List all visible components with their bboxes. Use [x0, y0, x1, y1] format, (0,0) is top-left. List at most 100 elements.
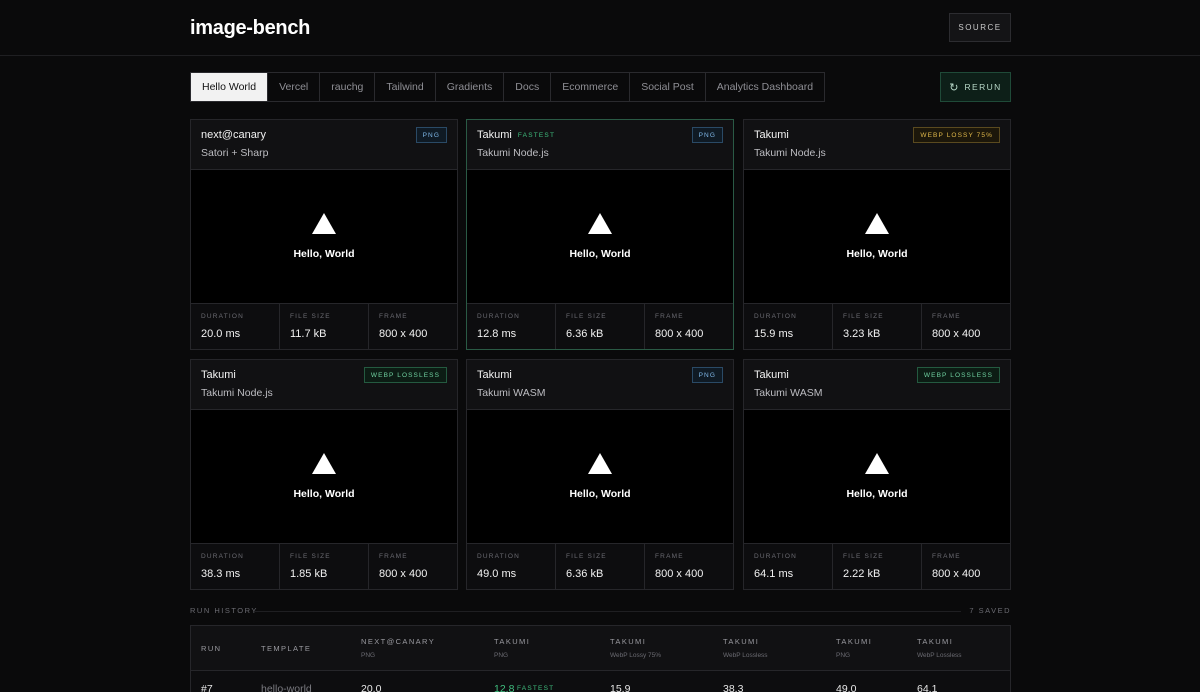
card-title: Takumi: [477, 129, 512, 141]
fastest-tag: FASTEST: [517, 131, 556, 139]
fastest-tag: FASTEST: [517, 685, 555, 692]
image-preview: Hello, World: [744, 170, 1010, 304]
card-title: Takumi: [754, 129, 789, 141]
header-template: TEMPLATE: [261, 644, 312, 653]
card-stats: DURATION 15.9 ms FILE SIZE 3.23 kB FRAME 80…: [744, 304, 1010, 349]
duration-label: DURATION: [477, 313, 521, 320]
duration-value: 20.0 ms: [201, 328, 241, 340]
run-value: 49.0: [836, 683, 857, 692]
card-header: Takumi Takumi WASM WEBP LOSSLESS: [744, 360, 1010, 410]
file-size-value: 3.23 kB: [843, 328, 881, 340]
tab-vercel[interactable]: Vercel: [268, 73, 321, 101]
image-preview: Hello, World: [467, 410, 733, 544]
file-size-label: FILE SIZE: [843, 313, 884, 320]
rerun-button[interactable]: ↻ RERUN: [940, 72, 1011, 102]
card-title: Takumi: [754, 369, 789, 381]
preview-text: Hello, World: [569, 488, 631, 500]
header-col-name: NEXT@CANARY: [361, 637, 436, 646]
result-card: Takumi Takumi WASM PNG Hello, World DURA…: [466, 359, 734, 590]
duration-label: DURATION: [201, 313, 245, 320]
table-header-row: RUN TEMPLATE NEXT@CANARY PNG TAKUMI PNG …: [191, 626, 1010, 671]
preview-text: Hello, World: [293, 488, 355, 500]
card-stats: DURATION 64.1 ms FILE SIZE 2.22 kB FRAME 80…: [744, 544, 1010, 589]
duration-label: DURATION: [201, 553, 245, 560]
result-card: Takumi Takumi Node.js WEBP LOSSY 75% Hel…: [743, 119, 1011, 350]
header-col-name: TAKUMI: [610, 637, 647, 646]
card-subtitle: Takumi Node.js: [477, 147, 549, 159]
format-badge: PNG: [691, 367, 723, 383]
result-card: Takumi Takumi WASM WEBP LOSSLESS Hello, …: [743, 359, 1011, 590]
result-card: Takumi Takumi Node.js WEBP LOSSLESS Hell…: [190, 359, 458, 590]
tab-tailwind[interactable]: Tailwind: [375, 73, 436, 101]
file-size-value: 6.36 kB: [566, 568, 604, 580]
run-value: 20.0: [361, 683, 382, 692]
triangle-logo-icon: [865, 213, 889, 234]
file-size-value: 6.36 kB: [566, 328, 604, 340]
triangle-logo-icon: [865, 453, 889, 474]
tab-docs[interactable]: Docs: [504, 73, 552, 101]
result-card-fastest: Takumi FASTEST Takumi Node.js PNG Hello, …: [466, 119, 734, 350]
header-col-sub: PNG: [836, 652, 851, 659]
triangle-logo-icon: [312, 453, 336, 474]
duration-value: 49.0 ms: [477, 568, 517, 580]
tab-analytics-dashboard[interactable]: Analytics Dashboard: [705, 73, 825, 101]
card-stats: DURATION 20.0 ms FILE SIZE 11.7 kB FRAME 80…: [191, 304, 457, 349]
card-header: Takumi Takumi Node.js WEBP LOSSY 75%: [744, 120, 1010, 170]
card-title: next@canary: [201, 129, 266, 141]
file-size-label: FILE SIZE: [566, 553, 607, 560]
brand-title: image-bench: [190, 17, 311, 39]
frame-value: 800 x 400: [379, 568, 428, 580]
image-preview: Hello, World: [744, 410, 1010, 544]
frame-label: FRAME: [932, 313, 961, 320]
tab-rauchg[interactable]: rauchg: [320, 73, 376, 101]
frame-label: FRAME: [379, 313, 408, 320]
duration-label: DURATION: [477, 553, 521, 560]
header-col-sub: WebP Lossless: [723, 652, 768, 659]
header-col-name: TAKUMI: [917, 637, 954, 646]
card-stats: DURATION 12.8 ms FILE SIZE 6.36 kB FRAME 80…: [467, 304, 733, 349]
header-col-sub: PNG: [494, 652, 509, 659]
format-badge: WEBP LOSSY 75%: [913, 127, 1000, 143]
run-history-title: RUN HISTORY: [190, 606, 258, 615]
run-value-fastest: 12.8: [494, 683, 515, 692]
duration-value: 15.9 ms: [754, 328, 794, 340]
card-stats: DURATION 38.3 ms FILE SIZE 1.85 kB FRAME 80…: [191, 544, 457, 589]
frame-label: FRAME: [655, 553, 684, 560]
file-size-label: FILE SIZE: [290, 553, 331, 560]
triangle-logo-icon: [588, 213, 612, 234]
card-subtitle: Satori + Sharp: [201, 147, 269, 159]
run-value: 64.1: [917, 683, 938, 692]
preview-text: Hello, World: [569, 248, 631, 260]
card-subtitle: Takumi Node.js: [201, 387, 273, 399]
file-size-value: 2.22 kB: [843, 568, 881, 580]
tab-hello-world[interactable]: Hello World: [191, 73, 269, 101]
file-size-label: FILE SIZE: [566, 313, 607, 320]
header-col-name: TAKUMI: [494, 637, 531, 646]
format-badge: WEBP LOSSLESS: [916, 367, 1000, 383]
card-stats: DURATION 49.0 ms FILE SIZE 6.36 kB FRAME 80…: [467, 544, 733, 589]
file-size-label: FILE SIZE: [843, 553, 884, 560]
format-badge: WEBP LOSSLESS: [363, 367, 447, 383]
card-header: Takumi Takumi WASM PNG: [467, 360, 733, 410]
tab-ecommerce[interactable]: Ecommerce: [551, 73, 631, 101]
run-template: hello-world: [261, 683, 312, 692]
frame-value: 800 x 400: [655, 568, 704, 580]
saved-count: 7 SAVED: [969, 606, 1011, 615]
frame-value: 800 x 400: [932, 568, 981, 580]
source-button[interactable]: SOURCE: [949, 13, 1011, 42]
card-title: Takumi: [477, 369, 512, 381]
frame-value: 800 x 400: [932, 328, 981, 340]
run-value: 15.9: [610, 683, 631, 692]
duration-label: DURATION: [754, 553, 798, 560]
header-run: RUN: [201, 644, 222, 653]
card-header: Takumi Takumi Node.js WEBP LOSSLESS: [191, 360, 457, 410]
duration-value: 38.3 ms: [201, 568, 241, 580]
preview-text: Hello, World: [293, 248, 355, 260]
tab-social-post[interactable]: Social Post: [630, 73, 706, 101]
result-card: next@canary Satori + Sharp PNG Hello, Wo…: [190, 119, 458, 350]
card-title: Takumi: [201, 369, 236, 381]
triangle-logo-icon: [588, 453, 612, 474]
tab-gradients[interactable]: Gradients: [435, 73, 505, 101]
image-preview: Hello, World: [191, 410, 457, 544]
file-size-label: FILE SIZE: [290, 313, 331, 320]
